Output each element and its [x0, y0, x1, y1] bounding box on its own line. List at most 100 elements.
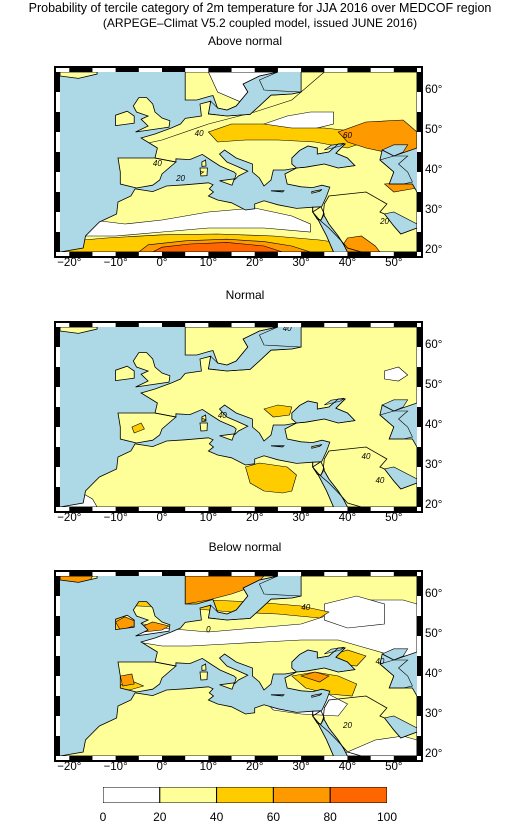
sea-area	[324, 142, 345, 151]
lat-tick-label: 60°	[425, 588, 443, 600]
colorbar-tick-label: 20	[153, 810, 167, 824]
contour-label: 40	[375, 657, 384, 666]
map-svg: 40 0 20 40	[54, 570, 423, 762]
colorbar-segment	[103, 787, 161, 803]
frame-tick	[208, 756, 232, 760]
frame-tick	[417, 407, 421, 427]
contour-label: 20	[175, 174, 185, 183]
frame-tick	[162, 572, 186, 576]
frame-tick	[393, 252, 417, 256]
coastline	[322, 446, 417, 507]
lon-tick-label: 40°	[338, 512, 357, 524]
colorbar-segment	[272, 787, 331, 803]
sea-area	[324, 397, 345, 406]
frame-tick	[69, 323, 93, 327]
frame-tick	[56, 72, 60, 92]
frame-tick	[56, 487, 60, 507]
lat-tick-label: 60°	[425, 339, 443, 351]
lat-tick-label: 20°	[425, 244, 443, 256]
frame-tick	[417, 616, 421, 636]
frame-tick	[69, 507, 93, 511]
lon-tick-label: 30°	[292, 257, 310, 269]
frame-tick	[417, 487, 421, 507]
map-title: Probability of tercile category of 2m te…	[28, 1, 492, 15]
lon-tick-label: −10°	[103, 512, 128, 524]
contour-label: 20	[379, 217, 389, 226]
lon-tick-label: −10°	[103, 257, 128, 269]
coastline	[140, 72, 417, 252]
frame-tick	[254, 756, 278, 760]
coastline	[199, 167, 208, 177]
frame-tick	[254, 572, 278, 576]
coastline	[311, 444, 323, 449]
frame-tick	[115, 572, 139, 576]
map-svg: 40 60 40 20 20	[54, 66, 423, 258]
frame-tick	[417, 232, 421, 252]
lon-tick-label: 10°	[199, 257, 218, 269]
map-panel-above-normal: 40 60 40 20 20 −20° −10° 0° 10° 20° 30° 40° 50° 60° 50…	[46, 66, 442, 269]
lon-tick-label: 0°	[156, 761, 168, 773]
coastline	[322, 695, 417, 756]
probability-area	[384, 366, 409, 382]
coastline	[201, 663, 207, 671]
frame-tick	[393, 323, 417, 327]
lat-tick-label: 30°	[425, 204, 443, 216]
probability-area	[115, 616, 135, 631]
lat-tick-label: 50°	[425, 124, 443, 136]
colorbar-tick-label: 40	[209, 810, 224, 824]
map-content: 40 40 40 40	[60, 327, 417, 507]
frame-tick	[69, 572, 93, 576]
lon-tick-label: −20°	[57, 761, 82, 773]
lon-tick-label: 20°	[246, 512, 264, 524]
frame-tick	[115, 252, 139, 256]
lon-tick-label: 0°	[156, 257, 168, 269]
coastline	[311, 693, 323, 698]
probability-area	[245, 462, 297, 494]
colorbar-segment	[159, 787, 218, 803]
lon-tick-label: −20°	[57, 257, 82, 269]
frame-tick	[56, 447, 60, 467]
frame-tick	[347, 756, 371, 760]
lon-tick-label: 40°	[338, 761, 357, 773]
coastline	[115, 110, 135, 127]
lon-tick-label: 50°	[385, 512, 403, 524]
coastline	[184, 327, 278, 366]
contour-label: 40	[362, 452, 371, 461]
contour-label: 0	[206, 625, 211, 634]
frame-tick	[162, 756, 186, 760]
frame-tick	[301, 252, 325, 256]
frame-tick	[56, 367, 60, 387]
coastline	[132, 352, 171, 388]
lat-tick-label: 40°	[425, 164, 443, 176]
frame-tick	[393, 68, 417, 72]
colorbar-tick-label: 0	[99, 810, 107, 824]
frame-tick	[417, 112, 421, 132]
frame-tick	[301, 323, 325, 327]
frame-tick	[393, 507, 417, 511]
frame-tick	[56, 152, 60, 172]
lon-tick-label: 50°	[385, 761, 403, 773]
frame-tick	[208, 68, 232, 72]
frame-tick	[254, 507, 278, 511]
frame-tick	[417, 72, 421, 92]
contour-label: 60	[343, 131, 352, 140]
lon-tick-label: 20°	[246, 257, 264, 269]
map-panel-normal: 40 40 40 40 −20° −10° 0° 10° 20° 30° 40° 50° 60° 50° 4…	[46, 321, 442, 524]
frame-tick	[56, 616, 60, 636]
frame-tick	[301, 507, 325, 511]
frame-tick	[162, 507, 186, 511]
probability-area	[131, 422, 145, 434]
coastline	[199, 422, 208, 432]
lat-tick-label: 20°	[425, 499, 443, 511]
frame-tick	[69, 252, 93, 256]
frame-tick	[208, 507, 232, 511]
coastline	[312, 206, 325, 221]
coastline	[311, 189, 323, 194]
frame-tick	[162, 252, 186, 256]
frame-tick	[208, 572, 232, 576]
coastline	[322, 191, 417, 252]
contour-label: 40	[195, 129, 204, 138]
frame-tick	[417, 656, 421, 676]
frame-tick	[56, 192, 60, 212]
frame-tick	[69, 756, 93, 760]
